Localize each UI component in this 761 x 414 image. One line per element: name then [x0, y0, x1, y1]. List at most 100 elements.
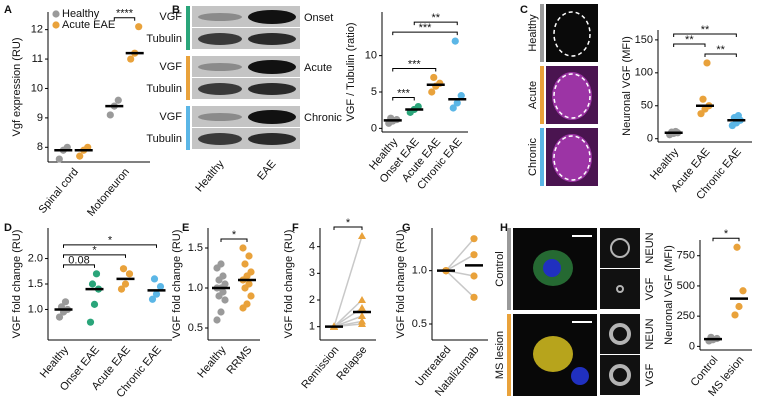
blot-band [248, 60, 296, 74]
y-axis-label: VGF fold change (RU) [171, 230, 183, 339]
blot-row-label: VGF [159, 111, 182, 123]
data-point [470, 293, 478, 301]
row-bar [540, 4, 544, 62]
y-axis-label: VGF / Tubulin (ratio) [345, 22, 357, 121]
data-point [734, 112, 742, 120]
y-tick-label: 11 [32, 53, 43, 65]
blot-row-label: VGF [159, 11, 182, 23]
y-tick-label: 1.5 [28, 278, 43, 290]
y-tick-label: 0.5 [188, 322, 203, 334]
data-point [86, 318, 95, 326]
y-axis-label: VGF fold change (RU) [283, 230, 295, 339]
y-tick-label: 10 [365, 50, 377, 62]
legend-marker [52, 10, 60, 18]
y-tick-label: 0 [647, 133, 653, 145]
group-bar [186, 106, 190, 150]
x-tick-label: Remission [299, 344, 341, 391]
x-tick-label: Relapse [334, 344, 369, 383]
data-point [451, 37, 459, 45]
y-tick-label: 1.0 [28, 303, 43, 315]
y-axis-label: Vgf expression (RU) [11, 37, 23, 136]
data-point [150, 275, 159, 283]
row-bar [507, 314, 511, 396]
stain-label: NEUN [644, 318, 656, 349]
data-point [217, 260, 225, 268]
blot-band [198, 133, 242, 145]
row-label: Healthy [527, 14, 539, 52]
cell-outline [553, 11, 591, 57]
blot-band [248, 33, 296, 45]
panel-letter: H [500, 222, 508, 234]
row-bar [540, 128, 544, 186]
stain-signal [610, 238, 630, 258]
panel-letter: F [292, 222, 299, 234]
lane-label: EAE [255, 158, 278, 183]
significance-label: *** [408, 58, 422, 70]
data-point [739, 287, 747, 295]
data-point [245, 280, 253, 288]
data-point [428, 88, 436, 96]
stain-label: VGF [644, 277, 656, 300]
y-tick-label: 8 [37, 141, 43, 153]
data-point [731, 311, 739, 319]
data-point [61, 298, 70, 306]
blot-band [198, 33, 242, 45]
data-point [735, 302, 743, 311]
pair-line [333, 235, 363, 327]
blot-row-label: Tubulin [146, 83, 182, 95]
data-point [247, 292, 255, 300]
significance-bracket [220, 238, 248, 242]
row-bar [507, 228, 511, 310]
significance-label: ** [685, 34, 694, 46]
data-point [241, 260, 249, 268]
data-point [245, 252, 253, 260]
data-point [358, 304, 366, 311]
y-tick-label: 12 [31, 24, 43, 36]
y-tick-label: 9 [37, 112, 43, 124]
blot-band [198, 13, 242, 21]
legend-label: Healthy [62, 8, 100, 20]
y-tick-label: 0.5 [412, 318, 427, 330]
y-tick-label: 10 [31, 82, 43, 94]
y-tick-label: 1 [309, 321, 315, 333]
significance-label: *** [419, 22, 433, 34]
y-tick-label: 1.0 [188, 282, 203, 294]
significance-bracket [113, 17, 136, 21]
stain-signal [609, 323, 631, 345]
significance-label: 0.08 [68, 255, 89, 267]
data-point [470, 235, 478, 243]
significance-label: * [346, 217, 351, 229]
stain-label: VGF [644, 363, 656, 386]
pair-line [445, 270, 475, 298]
nucleus [543, 259, 561, 277]
x-tick-label: Spinal cord [36, 166, 81, 216]
data-point [121, 280, 130, 288]
nucleus [571, 367, 589, 385]
panel-letter: D [4, 222, 12, 234]
significance-bracket [673, 33, 737, 37]
x-tick-label: Healthy [195, 344, 228, 381]
data-point [453, 99, 461, 107]
pair-line [445, 238, 475, 272]
significance-label: ** [701, 24, 710, 36]
panel-letter: B [172, 4, 180, 16]
data-point [221, 280, 229, 288]
data-point [119, 265, 128, 273]
panel-letter: G [402, 222, 411, 234]
significance-bracket [333, 226, 363, 230]
cell-outline [553, 135, 591, 181]
data-point [239, 244, 247, 252]
data-point [55, 155, 63, 163]
data-point [76, 152, 84, 160]
data-point [247, 268, 255, 276]
data-point [106, 111, 114, 119]
data-point [114, 96, 122, 104]
cell-stain [552, 72, 592, 120]
significance-bracket [63, 264, 95, 268]
significance-bracket [392, 67, 437, 72]
stain-image [600, 269, 640, 309]
y-tick-label: 150 [635, 34, 653, 46]
significance-label: * [724, 228, 729, 240]
stain-signal [609, 364, 631, 386]
